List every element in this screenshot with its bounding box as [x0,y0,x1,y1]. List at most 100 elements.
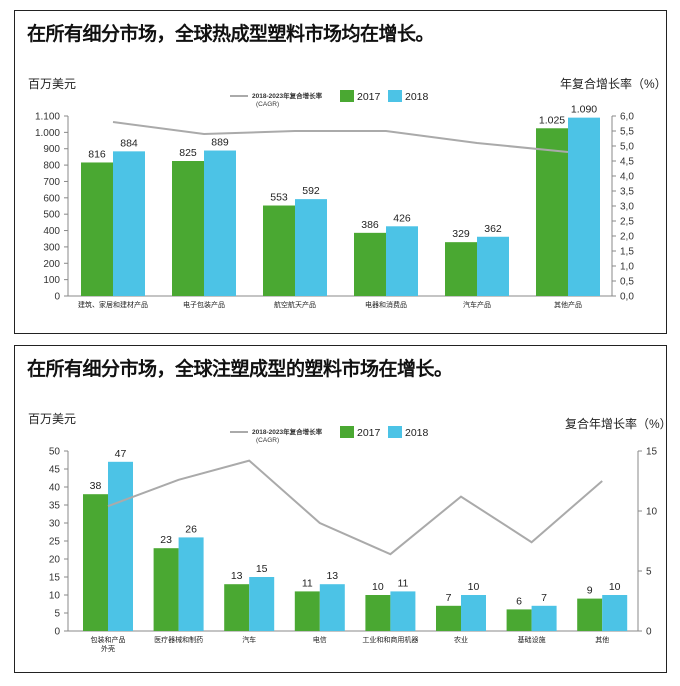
y-tick-label: 0 [54,292,60,303]
legend-swatch-2017 [340,426,354,438]
legend-line-label-2: (CAGR) [256,101,279,108]
data-label: 10 [609,581,621,593]
y-tick-label: 500 [43,210,60,221]
data-label: 825 [179,147,197,159]
chart-title: 在所有细分市场，全球热成型塑料市场均在增长。 [27,23,435,45]
legend-label-2017: 2017 [357,427,381,439]
data-label: 23 [160,534,172,546]
data-label: 13 [231,570,243,582]
data-label: 47 [115,448,127,460]
y-tick-label: 100 [43,275,60,286]
data-label: 362 [484,223,502,235]
bar-2018 [295,199,327,296]
y-tick-label: 1.100 [35,112,60,123]
y2-tick-label: 0,0 [620,292,634,303]
x-category-label: 电子包装产品 [183,300,225,309]
y2-tick-label: 3,0 [620,202,634,213]
bar-2018 [249,577,275,631]
bar-2018 [108,461,133,631]
data-label: 386 [361,219,379,231]
bar-2018 [113,151,145,296]
y-tick-label: 400 [43,226,60,237]
data-label: 592 [302,185,320,197]
y2-tick-label: 15 [646,447,658,458]
chart-title: 在所有细分市场，全球注塑成型的塑料市场在增长。 [27,358,453,380]
y2-tick-label: 4,0 [620,172,634,183]
y2-tick-label: 0,5 [620,277,634,288]
data-label: 11 [302,577,313,589]
bar-2018 [531,605,557,631]
y2-tick-label: 6,0 [620,112,634,123]
y2-tick-label: 5,5 [620,127,634,138]
bar-2017 [445,242,477,296]
data-label: 426 [393,212,411,224]
data-label: 889 [211,137,229,149]
bar-2018 [386,226,418,296]
bar-2018 [204,150,236,296]
legend-swatch-2018 [388,426,402,438]
data-label: 884 [120,137,138,149]
x-category-label: 医疗器械和制药 [154,635,203,644]
data-label: 1.090 [571,104,597,116]
data-label: 1.025 [539,114,565,126]
legend-label-2017: 2017 [357,91,381,103]
bar-2017 [354,232,386,296]
y-tick-label: 40 [49,483,61,494]
y-tick-label: 50 [49,447,61,458]
data-label: 11 [397,577,408,589]
legend-line-label: 2018-2023年复合增长率 [252,427,323,436]
y-tick-label: 600 [43,193,60,204]
data-label: 15 [256,563,268,575]
data-label: 553 [270,192,288,204]
x-category-label: 农业 [454,635,468,644]
y2-tick-label: 4,5 [620,157,634,168]
y-tick-label: 25 [49,537,61,548]
bar-2018 [461,595,486,631]
y-tick-label: 45 [49,465,61,476]
data-label: 816 [88,148,106,160]
x-category-label: 其他 [595,635,609,644]
bar-2017 [83,494,108,631]
cagr-line [107,459,603,556]
bar-2018 [602,595,628,631]
y-tick-label: 900 [43,144,60,155]
data-label: 6 [516,595,522,607]
bar-2017 [153,548,179,631]
y2-tick-label: 0 [646,627,652,638]
legend-line-label: 2018-2023年复合增长率 [252,91,323,100]
y-tick-label: 35 [49,501,61,512]
y2-axis-label: 年复合增长率（%） [560,76,667,91]
data-label: 7 [541,592,547,604]
data-label: 10 [468,581,480,593]
y2-tick-label: 1,0 [620,262,634,273]
bar-2017 [263,205,295,296]
y2-tick-label: 5,0 [620,142,634,153]
bar-2017 [172,161,204,296]
bar-2017 [506,609,532,631]
y2-tick-label: 3,5 [620,187,634,198]
y-tick-label: 700 [43,177,60,188]
y2-tick-label: 2,0 [620,232,634,243]
y-tick-label: 20 [49,555,61,566]
bar-2017 [224,584,250,631]
x-category-label: 汽车产品 [463,300,491,309]
bar-2017 [436,605,461,631]
legend-label-2018: 2018 [405,427,429,439]
data-label: 10 [372,581,384,593]
bar-2017 [294,591,320,631]
y-tick-label: 5 [54,609,60,620]
y2-tick-label: 10 [646,507,658,518]
y2-tick-label: 2,5 [620,217,634,228]
x-category-label: 基础设施 [518,635,546,644]
y-tick-label: 200 [43,259,60,270]
y2-axis-label: 复合年增长率（%） [565,416,672,431]
bar-2018 [178,537,204,631]
x-category-label: 汽车 [242,635,256,644]
bar-2017 [536,128,568,296]
x-category-label: 外壳 [101,644,115,653]
y-axis-label: 百万美元 [28,77,76,91]
bar-2018 [477,236,509,296]
x-category-label: 航空航天产品 [274,300,316,309]
bar-2018 [568,117,600,297]
data-label: 38 [90,480,102,492]
